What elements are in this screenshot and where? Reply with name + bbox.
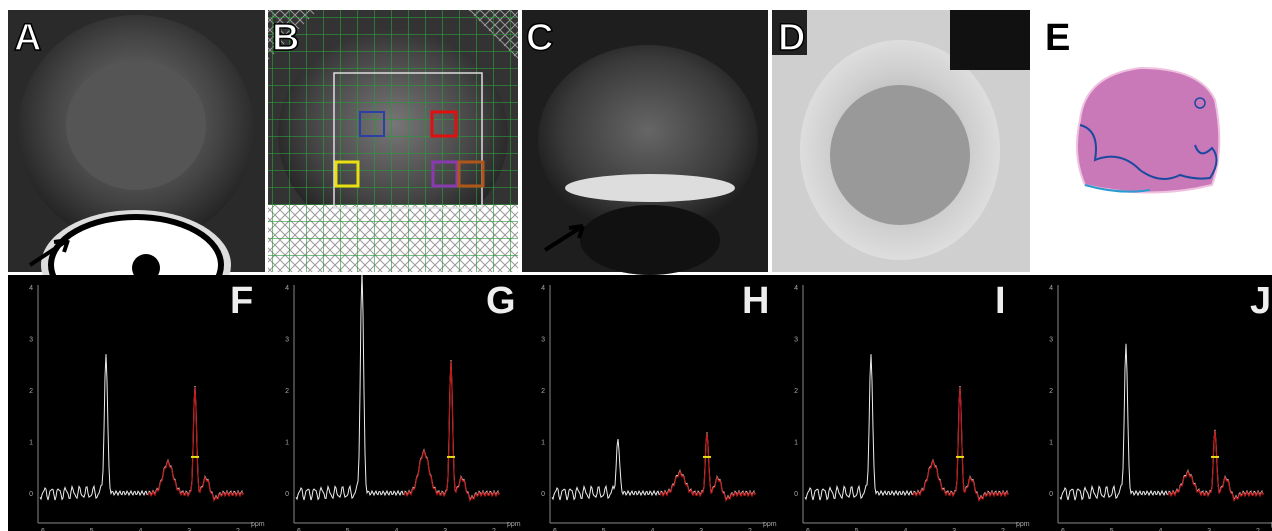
x-tick-label: 3 (1207, 528, 1211, 531)
x-tick-label: 6 (297, 528, 301, 531)
panel-label: I (995, 280, 1006, 322)
x-tick-label: 6 (1061, 528, 1065, 531)
panel-b-image (268, 10, 518, 272)
x-unit: ppm (507, 521, 521, 528)
y-tick-label: 2 (1049, 388, 1053, 395)
panel-label: F (230, 280, 253, 322)
panel-e-image (1076, 66, 1221, 194)
y-tick-label: 0 (29, 491, 33, 498)
y-tick-label: 1 (29, 440, 33, 447)
y-tick-label: 3 (29, 337, 33, 344)
y-tick-label: 4 (285, 285, 289, 292)
panel-label: D (778, 17, 805, 59)
y-tick-label: 3 (285, 337, 289, 344)
fit-curve (147, 386, 244, 502)
y-tick-label: 0 (1049, 491, 1053, 498)
x-tick-label: 2 (492, 528, 496, 531)
fit-curve (659, 433, 756, 502)
y-tick-label: 4 (29, 285, 33, 292)
y-tick-label: 2 (541, 388, 545, 395)
spectra-background (8, 275, 1272, 531)
x-tick-label: 4 (651, 528, 655, 531)
panel-a-image (8, 10, 265, 320)
x-tick-label: 3 (699, 528, 703, 531)
x-tick-label: 6 (553, 528, 557, 531)
y-tick-label: 1 (285, 440, 289, 447)
x-tick-label: 5 (1110, 528, 1114, 531)
x-tick-label: 4 (904, 528, 908, 531)
y-tick-label: 3 (794, 337, 798, 344)
x-tick-label: 2 (1001, 528, 1005, 531)
panel-label: E (1045, 17, 1070, 59)
x-tick-label: 3 (952, 528, 956, 531)
spectrum-panel: 0 1 2 3 4 6 5 4 3 2 ppm G (285, 271, 521, 531)
panel-c-image (522, 10, 768, 275)
x-tick-label: 6 (806, 528, 810, 531)
x-tick-label: 2 (236, 528, 240, 531)
y-tick-label: 4 (1049, 285, 1053, 292)
y-tick-label: 2 (794, 388, 798, 395)
y-tick-label: 1 (1049, 440, 1053, 447)
panel-d-image (772, 10, 1030, 272)
x-unit: ppm (763, 521, 777, 528)
x-tick-label: 4 (395, 528, 399, 531)
x-tick-label: 3 (187, 528, 191, 531)
x-tick-label: 3 (443, 528, 447, 531)
x-tick-label: 2 (748, 528, 752, 531)
panel-label: H (742, 280, 769, 322)
y-tick-label: 2 (29, 388, 33, 395)
fit-curve (912, 386, 1009, 502)
spectrum-panel: 0 1 2 3 4 6 5 4 3 2 ppm H (541, 280, 777, 531)
fit-curve (403, 361, 500, 502)
y-tick-label: 3 (1049, 337, 1053, 344)
x-tick-label: 4 (139, 528, 143, 531)
y-tick-label: 4 (794, 285, 798, 292)
y-tick-label: 0 (285, 491, 289, 498)
x-unit: ppm (1016, 521, 1030, 528)
panel-label: J (1250, 280, 1271, 322)
spectrum-panel: 0123465432ppmJ (1049, 280, 1272, 531)
x-tick-label: 4 (1159, 528, 1163, 531)
x-tick-label: 5 (602, 528, 606, 531)
y-tick-label: 0 (541, 491, 545, 498)
x-tick-label: 5 (346, 528, 350, 531)
y-tick-label: 2 (285, 388, 289, 395)
spectrum-panel: 0 1 2 3 4 6 5 4 3 2 ppm I (794, 280, 1030, 531)
panel-label: B (272, 17, 299, 59)
fit-curve (1167, 430, 1264, 502)
x-tick-label: 2 (1256, 528, 1260, 531)
panel-label: G (486, 280, 516, 322)
y-tick-label: 1 (541, 440, 545, 447)
spectrum-panel: 0 1 2 3 4 6 5 4 3 2 ppm F (29, 280, 265, 531)
x-tick-label: 5 (90, 528, 94, 531)
panel-label: C (526, 17, 553, 59)
y-tick-label: 4 (541, 285, 545, 292)
panel-label: A (14, 17, 41, 59)
y-tick-label: 0 (794, 491, 798, 498)
y-tick-label: 3 (541, 337, 545, 344)
x-tick-label: 5 (855, 528, 859, 531)
x-unit: ppm (251, 521, 265, 528)
y-tick-label: 1 (794, 440, 798, 447)
x-tick-label: 6 (41, 528, 45, 531)
